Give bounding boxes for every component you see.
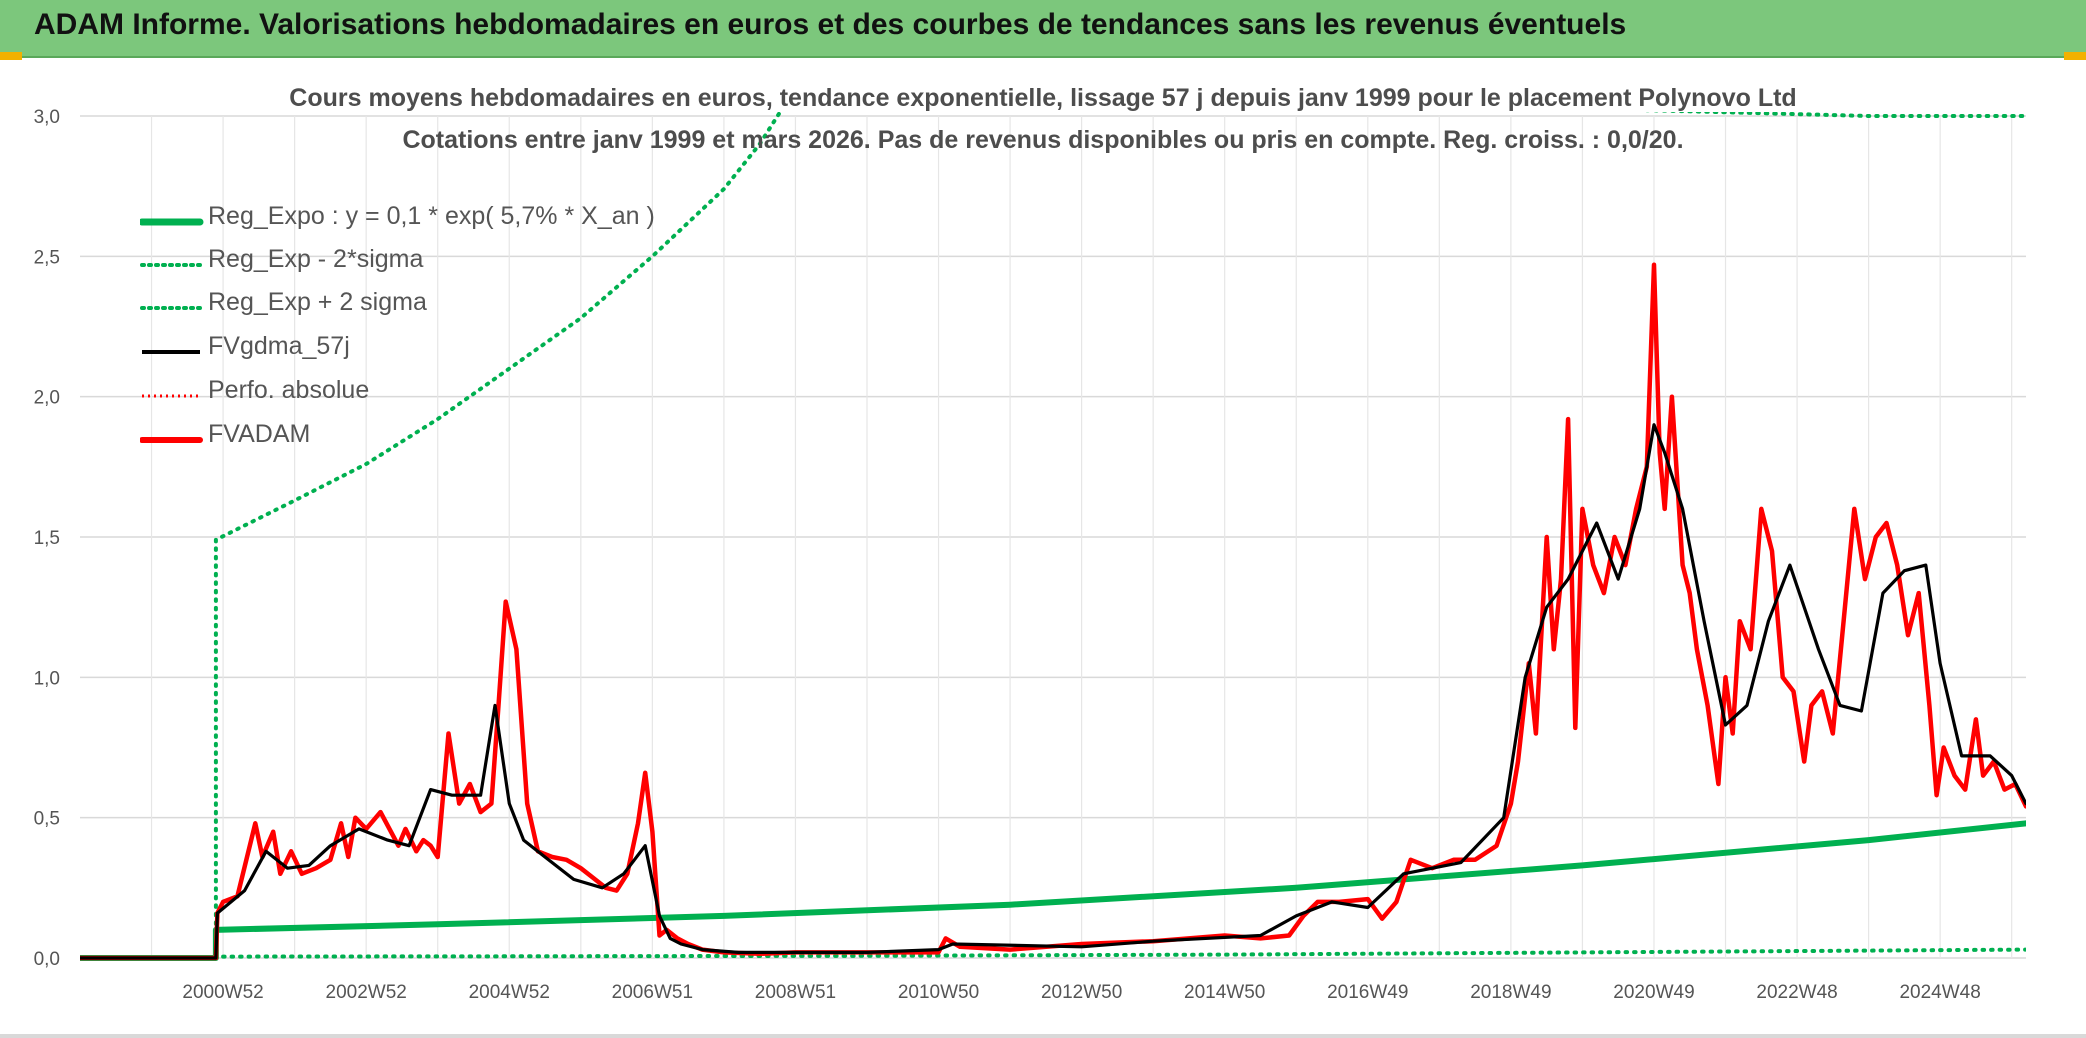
x-tick-label: 2000W52	[182, 982, 263, 1003]
x-tick-label: 2006W51	[612, 982, 693, 1003]
legend-label-perfo: Perfo. absolue	[208, 376, 370, 404]
series-layer	[80, 112, 2026, 961]
y-tick-label: 0,0	[34, 949, 60, 970]
y-tick-label: 3,0	[34, 107, 60, 128]
series-fvgdma	[80, 423, 2026, 960]
x-tick-label: 2008W51	[755, 982, 836, 1003]
report-title: ADAM Informe. Valorisations hebdomadaire…	[34, 8, 1627, 41]
y-tick-labels: 0,0 0,5 1,0 1,5 2,0 2,5 3,0	[34, 107, 60, 970]
x-tick-label: 2002W52	[326, 982, 407, 1003]
x-tick-label: 2012W50	[1041, 982, 1122, 1003]
legend-label-fvgdma: FVgdma_57j	[208, 332, 350, 360]
corner-accent-left	[0, 52, 22, 60]
x-tick-label: 2014W50	[1184, 982, 1265, 1003]
x-tick-label: 2018W49	[1470, 982, 1551, 1003]
report-header: ADAM Informe. Valorisations hebdomadaire…	[0, 0, 2086, 58]
series-reg-exp-minus	[80, 947, 2026, 960]
y-tick-label: 2,0	[34, 388, 60, 409]
y-tick-label: 2,5	[34, 247, 60, 268]
x-tick-labels: 2000W52 2002W52 2004W52 2006W51 2008W51 2010W…	[182, 982, 1980, 1003]
legend-label-reg-exp-plus: Reg_Exp + 2 sigma	[208, 288, 427, 316]
chart-title: Cours moyens hebdomadaires en euros, ten…	[289, 84, 1797, 112]
chart-subtitle: Cotations entre janv 1999 et mars 2026. …	[402, 126, 1684, 154]
x-tick-label: 2016W49	[1327, 982, 1408, 1003]
x-tick-label: 2024W48	[1899, 982, 1980, 1003]
y-tick-label: 1,0	[34, 668, 60, 689]
frame-bottom-border	[0, 1034, 2086, 1038]
x-tick-label: 2020W49	[1613, 982, 1694, 1003]
grid-layer	[80, 115, 2026, 959]
legend-label-reg-expo: Reg_Expo : y = 0,1 * exp( 5,7% * X_an )	[208, 202, 655, 230]
x-tick-label: 2004W52	[469, 982, 550, 1003]
series-reg-expo	[80, 820, 2026, 961]
legend-label-reg-exp-minus: Reg_Exp - 2*sigma	[208, 245, 424, 273]
y-tick-label: 1,5	[34, 528, 60, 549]
x-tick-label: 2010W50	[898, 982, 979, 1003]
series-reg-exp-plus	[80, 112, 2026, 960]
x-tick-label: 2022W48	[1756, 982, 1837, 1003]
legend-label-fvadam: FVADAM	[208, 420, 311, 448]
corner-accent-right	[2064, 52, 2086, 60]
y-tick-label: 0,5	[34, 809, 60, 830]
line-chart: 0,0 0,5 1,0 1,5 2,0 2,5 3,0 2000W52 2002W52 2004…	[34, 107, 2026, 1003]
